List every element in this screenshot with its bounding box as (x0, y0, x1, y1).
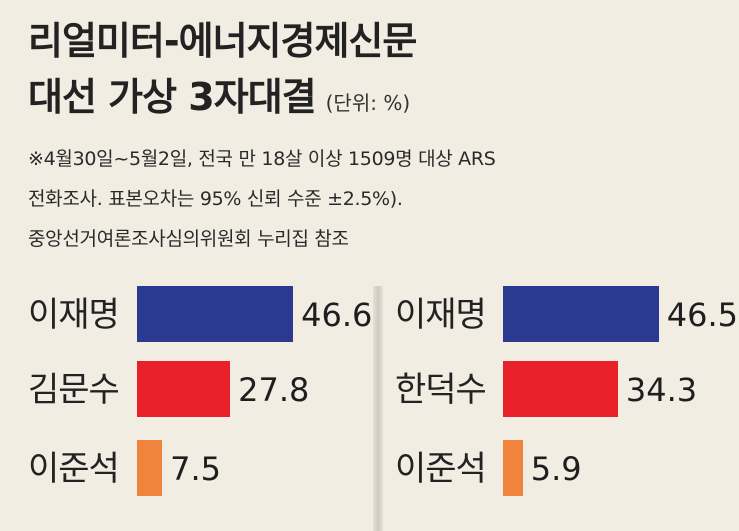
value-label: 46.6 (301, 296, 373, 334)
survey-note-line-3: 중앙선거여론조사심의위원회 누리집 참조 (28, 228, 349, 250)
bar (137, 361, 231, 417)
category-label: 김문수 (28, 370, 120, 410)
chart-title: 리얼미터-에너지경제신문 (28, 19, 417, 63)
matchup-chart-2: 이재명 46.5 한덕수 34.3 이준석 5.9 (380, 286, 739, 526)
survey-note-line-1: ※4월30일~5월2일, 전국 만 18살 이상 1509명 대상 ARS (28, 148, 496, 170)
value-label: 7.5 (170, 450, 222, 488)
bar (137, 286, 294, 342)
value-label: 34.3 (625, 371, 698, 409)
value-label: 5.9 (530, 450, 582, 488)
bar (503, 361, 618, 417)
chart-subtitle: 대선 가상 3자대결 (단위: %) (28, 78, 410, 116)
matchup-chart-1: 이재명 46.6 김문수 27.8 이준석 7.5 (0, 286, 373, 526)
category-label: 이준석 (395, 449, 487, 489)
category-label: 이재명 (28, 295, 120, 335)
panel-divider (373, 286, 383, 531)
bar (137, 440, 163, 496)
bar (503, 440, 523, 496)
subtitle-text: 대선 가상 3자대결 (28, 75, 317, 119)
category-label: 한덕수 (395, 370, 487, 410)
survey-note-line-2: 전화조사. 표본오차는 95% 신뢰 수준 ±2.5%). (28, 188, 403, 210)
unit-label: (단위: %) (325, 91, 411, 115)
value-label: 46.5 (666, 296, 739, 334)
value-label: 27.8 (238, 371, 310, 409)
category-label: 이재명 (395, 295, 487, 335)
bar (503, 286, 659, 342)
category-label: 이준석 (28, 449, 120, 489)
